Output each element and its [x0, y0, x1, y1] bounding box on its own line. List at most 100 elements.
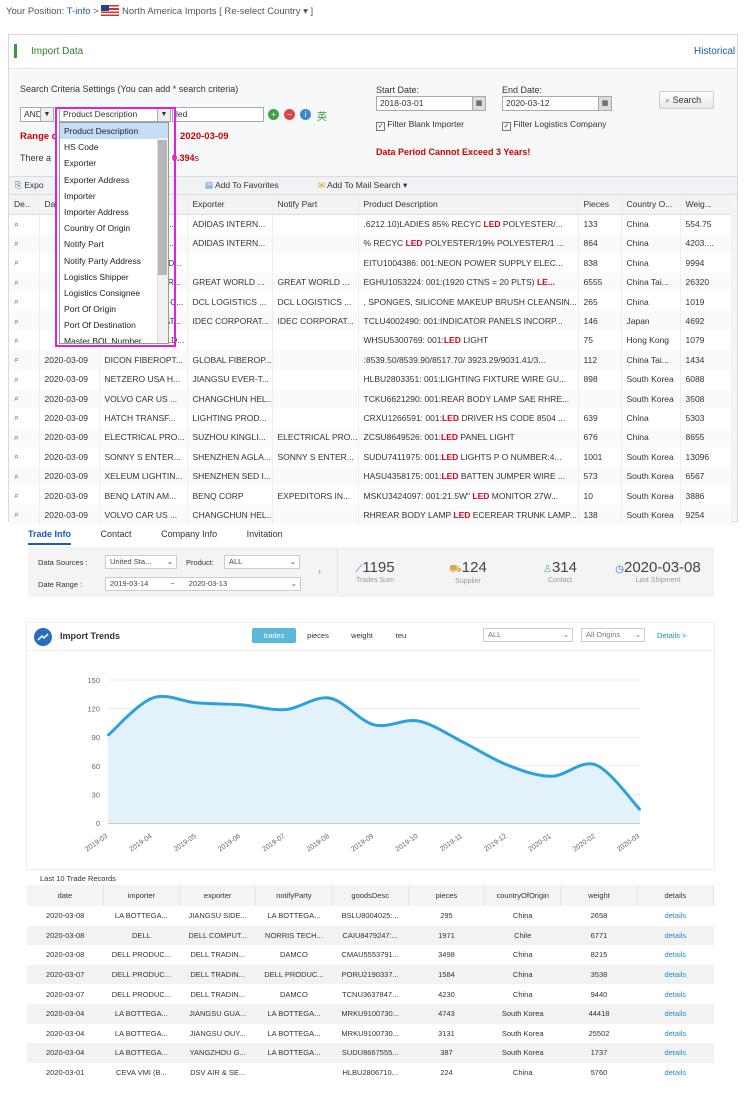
magnifier-icon[interactable]: ⌕: [14, 412, 20, 423]
records-header-notifyParty[interactable]: notifyParty: [255, 885, 333, 906]
detail-cell[interactable]: ⌕: [9, 485, 40, 506]
tab-trade-info[interactable]: Trade Info: [28, 529, 72, 545]
detail-cell[interactable]: ⌕: [9, 253, 40, 273]
field-dropdown-list[interactable]: Product Description HS Code Exporter Export…: [59, 122, 169, 344]
details-link[interactable]: details: [637, 964, 714, 985]
calendar-icon[interactable]: ▦: [598, 97, 611, 110]
breadcrumb-home-link[interactable]: T-info: [66, 6, 91, 17]
add-to-favorites-button[interactable]: ▤ Add To Favorites: [205, 180, 279, 191]
magnifier-icon[interactable]: ⌕: [14, 237, 20, 248]
detail-cell[interactable]: ⌕: [9, 350, 40, 370]
trends-all-select[interactable]: ALL ⌄: [483, 628, 573, 642]
detail-cell[interactable]: ⌕: [9, 233, 40, 254]
details-link[interactable]: details: [637, 1043, 714, 1063]
dropdown-option[interactable]: Master BOL Number: [64, 336, 142, 344]
filter-blank-importer[interactable]: ✓ Filter Blank Importer: [376, 119, 464, 131]
records-header-importer[interactable]: importer: [103, 885, 181, 906]
magnifier-icon[interactable]: ⌕: [14, 315, 20, 326]
magnifier-icon[interactable]: ⌕: [14, 354, 20, 365]
product-select[interactable]: ALL ⌄: [224, 555, 300, 569]
details-link[interactable]: details: [664, 950, 687, 960]
details-link[interactable]: details: [664, 1068, 687, 1078]
tab-contact[interactable]: Contact: [100, 529, 132, 539]
col-country-origin[interactable]: Country O...: [621, 195, 681, 215]
detail-cell[interactable]: ⌕: [9, 427, 40, 448]
dropdown-scroll-thumb[interactable]: [158, 140, 167, 275]
records-header-weight[interactable]: weight: [560, 885, 638, 906]
dropdown-option[interactable]: Logistics Shipper: [64, 271, 129, 282]
grid-row[interactable]: ⌕ 2020-03-09 BENQ LATIN AM... BENQ CORP EXPE…: [9, 485, 732, 506]
dropdown-option[interactable]: Country Of Origin: [64, 223, 131, 234]
dropdown-option[interactable]: Port Of Destination: [64, 320, 136, 331]
end-date-input[interactable]: 2020-03-12 ▦: [502, 96, 612, 111]
toggle-trades[interactable]: trades: [252, 628, 296, 643]
records-header-date[interactable]: date: [27, 885, 104, 906]
detail-cell[interactable]: ⌕: [9, 388, 40, 409]
grid-row[interactable]: ⌕ 2020-03-09 VOLVO CAR US ... CHANGCHUN HEL…: [9, 388, 732, 409]
detail-cell[interactable]: ⌕: [9, 408, 40, 428]
tab-invitation[interactable]: Invitation: [246, 529, 283, 539]
magnifier-icon[interactable]: ⌕: [14, 470, 20, 481]
reselect-country-link[interactable]: [ Re-select Country ▾ ]: [219, 6, 314, 17]
detail-cell[interactable]: ⌕: [9, 505, 40, 525]
checkbox-checked-icon[interactable]: ✓: [502, 122, 511, 131]
detail-cell[interactable]: ⌕: [9, 272, 40, 292]
grid-row[interactable]: ⌕ 2020-03-09 ELECTRICAL PRO... SUZHOU KINGL…: [9, 427, 732, 448]
magnifier-icon[interactable]: ⌕: [14, 296, 20, 307]
col-product-description[interactable]: Product Description: [358, 195, 579, 215]
col-detail[interactable]: De..: [9, 195, 40, 215]
magnifier-icon[interactable]: ⌕: [14, 334, 20, 345]
grid-scrollbar[interactable]: [731, 195, 737, 520]
magnifier-icon[interactable]: ⌕: [14, 451, 20, 462]
magnifier-icon[interactable]: ⌕: [14, 490, 20, 501]
logic-select[interactable]: AND ▼: [20, 107, 54, 122]
search-button[interactable]: ⌕ Search: [659, 91, 714, 109]
grid-row[interactable]: ⌕ 2020-03-09 SONNY S ENTER... SHENZHEN AGLA…: [9, 447, 732, 467]
detail-cell[interactable]: ⌕: [9, 447, 40, 467]
translate-icon[interactable]: 英: [317, 112, 327, 123]
magnifier-icon[interactable]: ⌕: [14, 373, 20, 384]
detail-cell[interactable]: ⌕: [9, 311, 40, 331]
historical-link[interactable]: Historical: [694, 46, 736, 57]
dropdown-option[interactable]: Port Of Origin: [64, 304, 116, 315]
magnifier-icon[interactable]: ⌕: [14, 393, 20, 404]
keyword-input[interactable]: led: [172, 107, 264, 122]
grid-row[interactable]: ⌕ 2020-03-09 NETZERO USA H... JIANGSU EVER-…: [9, 369, 732, 389]
detail-cell[interactable]: ⌕: [9, 466, 40, 486]
dropdown-option[interactable]: HS Code: [64, 142, 99, 153]
dropdown-option[interactable]: Notify Part: [64, 239, 104, 250]
toggle-pieces[interactable]: pieces: [307, 631, 329, 640]
details-link[interactable]: details: [637, 925, 714, 946]
dropdown-option[interactable]: Product Description: [60, 123, 168, 140]
records-header-countryOfOrigin[interactable]: countryOfOrigin: [484, 885, 562, 906]
dropdown-option[interactable]: Logistics Consignee: [64, 287, 141, 298]
grid-row[interactable]: ⌕ 2020-03-09 HATCH TRANSF... LIGHTING PROD.…: [9, 408, 732, 428]
field-select[interactable]: Product Description ▼: [59, 107, 171, 122]
chevron-right-icon[interactable]: ›: [318, 566, 321, 576]
details-link[interactable]: details: [637, 1003, 714, 1024]
details-link[interactable]: details: [664, 1028, 687, 1038]
calendar-icon[interactable]: ▦: [472, 97, 485, 110]
detail-cell[interactable]: ⌕: [9, 214, 40, 234]
col-exporter[interactable]: Exporter: [187, 195, 273, 215]
grid-row[interactable]: ⌕ 2020-03-09 VOLVO CAR US ... CHANGCHUN HEL…: [9, 505, 732, 525]
grid-row[interactable]: ⌕ 2020-03-09 DICON FIBEROPT... GLOBAL FIBER…: [9, 350, 732, 370]
records-header-pieces[interactable]: pieces: [408, 885, 486, 906]
dropdown-option[interactable]: Exporter Address: [64, 174, 130, 185]
remove-criteria-icon[interactable]: −: [284, 109, 295, 120]
details-link[interactable]: details: [664, 911, 687, 921]
records-header-details[interactable]: details: [637, 885, 715, 906]
grid-row[interactable]: ⌕ 2020-03-09 XELEUM LIGHTIN... SHENZHEN SED…: [9, 466, 732, 486]
detail-cell[interactable]: ⌕: [9, 291, 40, 312]
magnifier-icon[interactable]: ⌕: [14, 276, 20, 287]
magnifier-icon[interactable]: ⌕: [14, 257, 20, 268]
add-criteria-icon[interactable]: +: [268, 109, 279, 120]
start-date-input[interactable]: 2018-03-01 ▦: [376, 96, 486, 111]
tab-company-info[interactable]: Company Info: [161, 529, 218, 539]
export-button[interactable]: ⎘ Expo: [15, 180, 44, 191]
detail-cell[interactable]: ⌕: [9, 369, 40, 389]
magnifier-icon[interactable]: ⌕: [14, 509, 20, 520]
dropdown-option[interactable]: Notify Party Address: [64, 255, 142, 266]
date-range-select[interactable]: 2019-03-14 ~2020-03-13 ⌄: [105, 577, 301, 591]
magnifier-icon[interactable]: ⌕: [14, 431, 20, 442]
